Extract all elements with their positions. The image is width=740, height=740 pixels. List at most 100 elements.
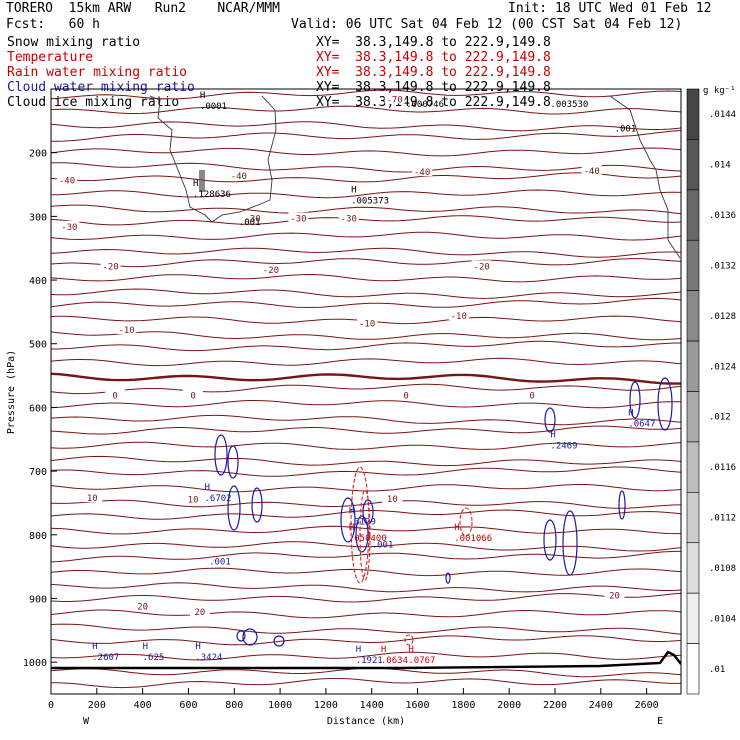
colorbar-label: .0108	[709, 564, 736, 574]
maximum-value: .625	[143, 653, 165, 663]
isotherm-line	[51, 273, 681, 283]
isotherm-label-bg	[242, 212, 263, 223]
rain-water-contour	[359, 489, 371, 581]
y-tick-label: 600	[29, 403, 47, 414]
isotherm-line	[51, 105, 681, 115]
colorbar-label: .0104	[709, 614, 736, 624]
isotherm-line	[51, 425, 681, 435]
x-tick-label: 400	[134, 700, 152, 711]
isotherm-line	[51, 204, 681, 215]
maximum-value: .3129	[349, 517, 376, 527]
west-label: W	[83, 716, 90, 727]
cloud-water-contour	[236, 630, 246, 642]
isotherm-label-bg	[57, 174, 78, 185]
x-tick-label: 1600	[405, 700, 429, 711]
rain-water-contour	[404, 634, 414, 646]
forecast-hour: Fcst: 60 h	[6, 17, 100, 32]
isotherm-label: -20	[474, 262, 490, 272]
isotherm-line	[51, 247, 681, 258]
colorbar-label: .0136	[709, 211, 736, 221]
maximum-value: .050400	[349, 534, 387, 544]
maximum-marker: H	[381, 645, 386, 655]
cloud-water-contour	[214, 434, 228, 476]
isotherm-label: -30	[244, 215, 260, 225]
x-tick-label: 0	[48, 700, 54, 711]
isotherm-label-bg	[183, 493, 204, 504]
isotherm-line	[51, 414, 681, 426]
maximum-marker: H	[628, 408, 633, 418]
axes-layer: 0 200 400 600 800 1000 1200 1400 1600 1800 2000 220…	[6, 88, 663, 727]
isotherm-line	[51, 592, 681, 603]
x-tick-label: 1000	[268, 700, 292, 711]
isotherm-line	[51, 172, 681, 183]
maximum-value: .1921	[356, 656, 383, 666]
maximum-value: .0634	[381, 656, 408, 666]
isotherm-label: -30	[61, 223, 77, 233]
colorbar-swatch	[686, 441, 700, 493]
isotherm-label: 10	[188, 495, 199, 505]
colorbar-label: .012	[709, 413, 731, 423]
maximum-value: .6702	[204, 494, 231, 504]
cloud-water-contour	[544, 407, 556, 433]
isotherm-label-bg	[228, 169, 249, 180]
isotherm-label: -40	[414, 168, 430, 178]
valid-time: Valid: 06 UTC Sat 04 Feb 12 (00 CST Sat …	[291, 17, 683, 32]
colorbar: .0144 .014 .0136 .0132 .0128 .0124 .012 .0116 .0…	[686, 86, 736, 695]
isotherm-label: -40	[584, 167, 600, 177]
x-tick-label: 800	[225, 700, 243, 711]
maximum-value: .0001	[200, 102, 227, 112]
isotherm-label-bg	[105, 389, 126, 400]
isotherm-label-bg	[338, 212, 359, 223]
x-tick-label: 2400	[589, 700, 613, 711]
maximum-value: .2469	[550, 442, 577, 452]
maximum-marker: H	[356, 645, 361, 655]
colorbar-swatch	[686, 239, 700, 291]
isotherm-line	[51, 582, 681, 593]
maximum-value: .005373	[351, 196, 389, 206]
colorbar-label: .01	[709, 665, 725, 675]
y-tick-label: 500	[29, 340, 47, 351]
isotherm-line	[51, 441, 681, 450]
isotherm-line	[51, 147, 681, 157]
isotherm-label-bg	[384, 93, 405, 104]
isotherm-line	[51, 121, 681, 132]
cloud-water-contour	[242, 628, 258, 646]
isotherm-label: -20	[102, 262, 118, 272]
maximum-value: .0767	[408, 656, 435, 666]
colorbar-label: .0112	[709, 514, 736, 524]
isotherm-label-bg	[581, 164, 602, 175]
contour-value: .001	[615, 124, 637, 134]
field-xy-range: XY= 38.3,149.8 to 222.9,149.8	[316, 35, 551, 50]
maximum-marker: H	[143, 642, 148, 652]
snow-max-shading	[199, 170, 205, 192]
isotherm-label-bg	[604, 589, 625, 600]
maximum-marker: H	[408, 645, 413, 655]
colorbar-swatch	[686, 340, 700, 392]
x-tick-label: 2600	[635, 700, 659, 711]
colorbar-label: .0128	[709, 312, 736, 322]
isotherm-label-bg	[82, 492, 103, 503]
isotherm-line	[51, 635, 681, 646]
isotherm-label: -10	[359, 320, 375, 330]
isotherm-label-bg	[357, 317, 378, 328]
field-xy-range: XY= 38.3,149.8 to 222.9,149.8	[316, 65, 551, 80]
x-tick-label: 600	[179, 700, 197, 711]
cloud-water-contour	[340, 497, 356, 543]
isotherm-label: 0	[190, 392, 195, 402]
colorbar-swatch	[686, 139, 700, 191]
isotherm-line	[51, 525, 681, 535]
cloud-water-contour	[629, 381, 641, 419]
isotherm-label-bg	[396, 389, 417, 400]
isotherm-label-bg	[100, 260, 121, 271]
isotherm-label: 20	[609, 592, 620, 602]
cloud-water-contour	[227, 445, 239, 479]
isotherm-line	[51, 609, 681, 619]
cloud-water-contour	[227, 485, 241, 531]
isotherm-label-bg	[448, 309, 469, 320]
isotherm-label-bg	[412, 166, 433, 177]
isotherm-label: -20	[263, 266, 279, 276]
isotherm-line	[51, 89, 681, 100]
rain-water-contour	[350, 466, 370, 584]
isotherm-label-bg	[189, 606, 210, 617]
cloud-water-contour	[543, 519, 557, 561]
